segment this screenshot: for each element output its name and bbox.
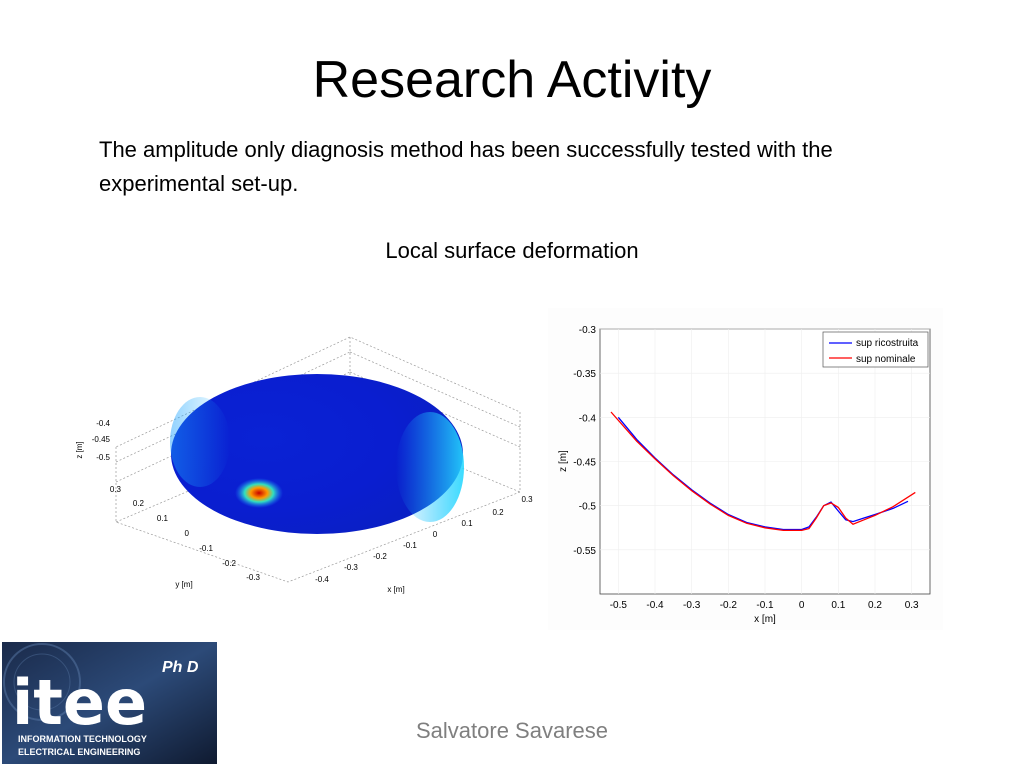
y-tick-label: 0.2	[133, 499, 145, 508]
x-tick-label: 0.1	[461, 519, 473, 528]
logo-line1: INFORMATION TECHNOLOGY	[18, 734, 147, 744]
y-tick-label: 0.1	[157, 514, 169, 523]
legend-label: sup ricostruita	[856, 338, 919, 349]
series-line-sup-ricostruita	[617, 416, 909, 531]
y-tick-label: -0.2	[222, 559, 236, 568]
logo-badge: Ph D	[162, 659, 199, 676]
y-tick-label: -0.4	[579, 413, 597, 424]
itee-phd-logo: Ph D itee INFORMATION TECHNOLOGY ELECTRI…	[2, 642, 217, 764]
x-tick-label: -0.2	[373, 552, 387, 561]
x-tick-label: -0.5	[610, 600, 628, 611]
body-text: The amplitude only diagnosis method has …	[99, 137, 833, 196]
z-tick-label: -0.4	[96, 419, 110, 428]
x-axis-label: x [m]	[387, 585, 404, 594]
line-chart-2d: -0.5 -0.4 -0.3 -0.2 -0.1 0 0.1 0.2 0.3 -0.3 -0.35 -…	[548, 308, 943, 630]
x-axis-label: x [m]	[754, 614, 776, 625]
x-tick-label: 0	[433, 530, 438, 539]
z-tick-label: -0.5	[96, 453, 110, 462]
x-tick-label: 0.3	[905, 600, 919, 611]
legend: sup ricostruita sup nominale	[822, 331, 929, 368]
y-axis-label: z [m]	[558, 450, 569, 472]
y-tick-label: -0.1	[199, 544, 213, 553]
surface-edge-right	[396, 412, 464, 522]
z-tick-label: -0.45	[92, 435, 111, 444]
footer-author: Salvatore Savarese	[416, 718, 608, 743]
x-tick-label: 0	[799, 600, 805, 611]
slide-title: Research Activity	[312, 51, 712, 109]
y-axis-label: y [m]	[175, 580, 192, 589]
surface-edge-left	[170, 397, 230, 487]
x-tick-label: -0.3	[683, 600, 701, 611]
y-tick-label: -0.3	[579, 325, 597, 336]
y-tick-label: 0.3	[110, 485, 122, 494]
y-tick-label: -0.55	[573, 546, 596, 557]
y-tick-label: -0.3	[246, 573, 260, 582]
y-tick-label: -0.35	[573, 369, 596, 380]
logo-line2: ELECTRICAL ENGINEERING	[18, 747, 140, 757]
legend-label: sup nominale	[856, 354, 916, 365]
x-tick-label: 0.1	[831, 600, 845, 611]
surface-plot-3d: -0.4 -0.45 -0.5 z [m] 0.3 0.2 0.1 0 -0.1…	[75, 336, 533, 594]
z-axis-label: z [m]	[75, 441, 84, 458]
series-line-sup-nominale	[610, 411, 916, 532]
y-tick-label: -0.45	[573, 458, 596, 469]
x-tick-label: 0.2	[492, 508, 504, 517]
y-tick-label: 0	[185, 529, 190, 538]
surface-bump	[235, 478, 283, 508]
x-tick-label: -0.2	[720, 600, 738, 611]
figure-caption: Local surface deformation	[385, 238, 639, 263]
x-tick-label: -0.1	[756, 600, 774, 611]
y-tick-label: -0.5	[579, 502, 597, 513]
x-tick-label: -0.1	[403, 541, 417, 550]
x-tick-label: 0.3	[521, 495, 533, 504]
x-tick-label: -0.4	[315, 575, 329, 584]
x-tick-label: -0.4	[646, 600, 664, 611]
x-tick-label: 0.2	[868, 600, 882, 611]
logo-main: itee	[12, 666, 147, 739]
x-tick-label: -0.3	[344, 563, 358, 572]
